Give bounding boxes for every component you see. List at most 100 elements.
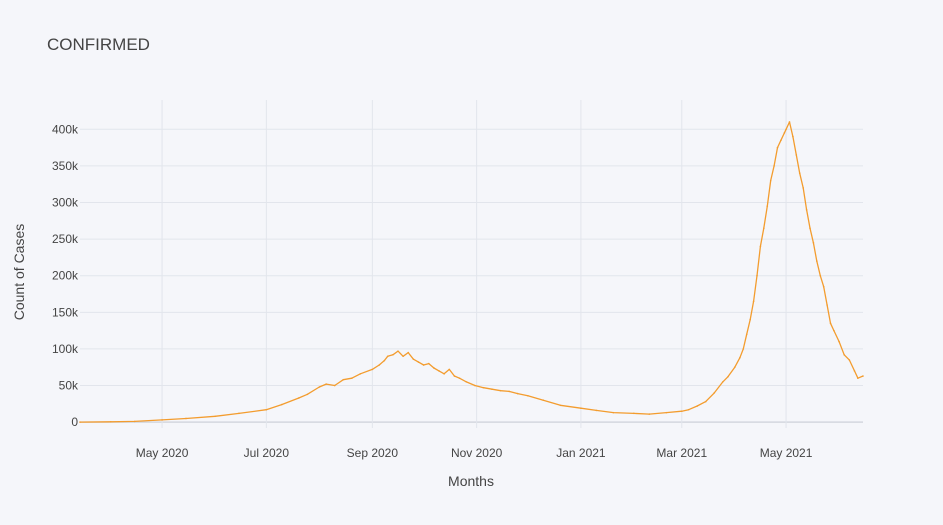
data-point[interactable]: [161, 419, 163, 421]
data-point[interactable]: [595, 409, 598, 412]
data-point[interactable]: [822, 285, 825, 288]
data-point[interactable]: [397, 350, 399, 352]
data-point[interactable]: [788, 121, 791, 123]
data-point[interactable]: [508, 390, 510, 393]
data-point[interactable]: [383, 359, 386, 362]
data-point[interactable]: [438, 370, 440, 372]
data-point[interactable]: [371, 368, 374, 371]
x-tick-label: Jul 2020: [244, 446, 290, 460]
data-point[interactable]: [838, 340, 840, 343]
data-point[interactable]: [359, 373, 362, 375]
data-point[interactable]: [433, 367, 435, 369]
data-point[interactable]: [857, 377, 859, 380]
data-point[interactable]: [752, 300, 755, 303]
data-point[interactable]: [713, 392, 716, 394]
data-point[interactable]: [749, 318, 751, 321]
data-point[interactable]: [792, 135, 794, 138]
data-point[interactable]: [819, 274, 822, 277]
y-tick-label: 150k: [52, 305, 79, 319]
data-point[interactable]: [378, 364, 380, 366]
data-point[interactable]: [238, 412, 240, 415]
data-point[interactable]: [739, 356, 741, 359]
data-point[interactable]: [133, 420, 136, 423]
data-point[interactable]: [833, 329, 835, 332]
data-point[interactable]: [785, 128, 787, 131]
data-point[interactable]: [412, 358, 415, 360]
data-point[interactable]: [407, 351, 410, 354]
data-point[interactable]: [648, 413, 651, 415]
data-point[interactable]: [443, 373, 445, 375]
data-point[interactable]: [499, 389, 502, 392]
data-point[interactable]: [802, 187, 804, 189]
data-point[interactable]: [809, 227, 811, 229]
data-point[interactable]: [109, 420, 112, 423]
data-point[interactable]: [848, 359, 851, 361]
data-point[interactable]: [680, 410, 683, 412]
data-point[interactable]: [798, 172, 801, 175]
data-point[interactable]: [214, 415, 216, 418]
data-point[interactable]: [351, 377, 353, 380]
data-point[interactable]: [665, 411, 668, 414]
data-point[interactable]: [280, 403, 283, 406]
data-point[interactable]: [843, 353, 845, 356]
data-point[interactable]: [516, 392, 519, 395]
data-point[interactable]: [759, 245, 762, 248]
data-point[interactable]: [482, 386, 485, 389]
data-point[interactable]: [392, 353, 394, 356]
data-point[interactable]: [769, 179, 772, 182]
data-point[interactable]: [417, 361, 420, 363]
data-point[interactable]: [465, 381, 468, 383]
data-point[interactable]: [342, 378, 345, 381]
data-point[interactable]: [829, 322, 832, 325]
data-point[interactable]: [318, 386, 321, 388]
data-point[interactable]: [862, 375, 864, 377]
data-point[interactable]: [805, 209, 808, 211]
x-tick-label: May 2021: [760, 446, 813, 460]
data-point[interactable]: [687, 408, 690, 411]
data-point[interactable]: [742, 348, 745, 350]
data-point[interactable]: [780, 139, 782, 142]
data-point[interactable]: [542, 399, 545, 401]
data-point[interactable]: [474, 384, 476, 387]
data-point[interactable]: [696, 405, 698, 407]
data-point[interactable]: [633, 412, 635, 415]
data-point[interactable]: [325, 383, 327, 385]
data-point[interactable]: [402, 355, 404, 358]
data-point[interactable]: [491, 388, 493, 390]
data-point[interactable]: [333, 384, 336, 387]
data-point[interactable]: [776, 146, 779, 149]
data-point[interactable]: [612, 411, 615, 414]
y-tick-label: 100k: [52, 342, 79, 356]
data-point[interactable]: [458, 377, 461, 380]
data-point[interactable]: [745, 333, 748, 336]
data-point[interactable]: [559, 404, 562, 407]
data-point[interactable]: [816, 260, 818, 262]
data-point[interactable]: [453, 375, 456, 377]
data-point[interactable]: [826, 304, 828, 306]
data-point[interactable]: [298, 397, 300, 399]
data-point[interactable]: [448, 368, 451, 371]
data-point[interactable]: [733, 366, 736, 369]
data-point[interactable]: [422, 364, 425, 366]
data-point[interactable]: [812, 241, 815, 244]
data-point[interactable]: [773, 165, 775, 167]
data-point[interactable]: [853, 370, 856, 372]
data-point[interactable]: [185, 417, 187, 420]
series-layer: [79, 121, 864, 423]
data-point[interactable]: [766, 205, 769, 207]
data-point[interactable]: [756, 274, 758, 277]
data-point[interactable]: [386, 355, 389, 358]
data-point[interactable]: [580, 407, 582, 410]
data-point[interactable]: [722, 381, 724, 383]
data-point[interactable]: [527, 394, 529, 397]
data-point[interactable]: [704, 400, 707, 403]
data-point[interactable]: [795, 154, 798, 156]
data-point[interactable]: [783, 132, 786, 134]
data-point[interactable]: [79, 421, 81, 423]
x-tick-label: Nov 2020: [451, 446, 503, 460]
data-point[interactable]: [763, 227, 765, 229]
data-point[interactable]: [427, 362, 430, 365]
data-point[interactable]: [265, 408, 268, 411]
data-point[interactable]: [306, 393, 309, 396]
data-point[interactable]: [727, 375, 729, 378]
